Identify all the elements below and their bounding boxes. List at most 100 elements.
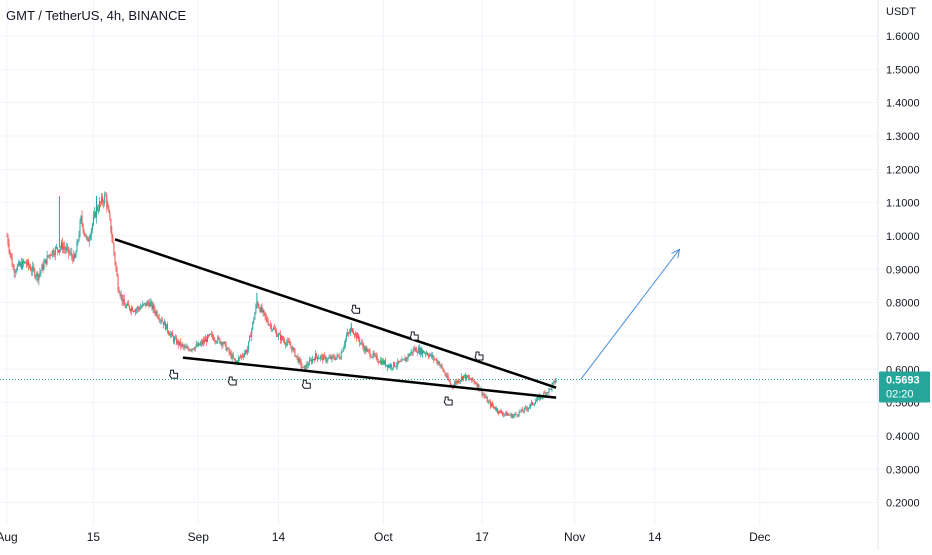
candle-body xyxy=(145,302,147,306)
candle-body xyxy=(275,330,277,337)
candle-body xyxy=(84,233,86,237)
candle-body xyxy=(397,360,399,366)
candle-body xyxy=(65,248,67,251)
candle-body xyxy=(86,236,88,239)
candle-body xyxy=(83,231,85,234)
candle-body xyxy=(132,311,134,312)
candle-body xyxy=(108,206,110,213)
candle-body xyxy=(425,352,427,354)
candle-body xyxy=(361,342,363,344)
candle-body xyxy=(265,316,267,319)
candle-body xyxy=(402,359,404,361)
candle-body xyxy=(334,358,336,360)
candle-body xyxy=(352,328,354,333)
candle-body xyxy=(47,255,49,257)
candle-body xyxy=(384,360,386,366)
candle-body xyxy=(530,402,532,404)
candle-body xyxy=(192,348,194,350)
candle-body xyxy=(27,260,29,265)
candle-body xyxy=(270,324,272,330)
price-axis[interactable]: 1.6000 1.5000 1.4000 1.3000 1.2000 1.1000 1.00… xyxy=(886,31,920,510)
candle-body xyxy=(231,355,233,359)
candle-body xyxy=(214,340,216,342)
candle-body xyxy=(317,356,319,359)
candle-body xyxy=(43,262,45,270)
candle-body xyxy=(155,311,157,314)
candle-body xyxy=(382,360,384,365)
candle-body xyxy=(357,334,359,339)
candle-body xyxy=(208,335,210,337)
candle-body xyxy=(31,270,33,272)
candle-body xyxy=(96,206,98,211)
time-tick-label: Sep xyxy=(188,530,210,544)
candle-body xyxy=(406,357,408,359)
candle-body xyxy=(303,365,305,368)
candle-body xyxy=(89,236,91,239)
candle-body xyxy=(332,355,334,357)
candle-body xyxy=(284,340,286,344)
trendline-lower[interactable] xyxy=(182,356,557,399)
candle-body xyxy=(263,310,265,313)
candle-body xyxy=(483,394,485,396)
candle-body xyxy=(110,218,112,232)
candle-body xyxy=(306,364,308,366)
candle-body xyxy=(70,252,72,254)
candle-body xyxy=(308,360,310,366)
candle-body xyxy=(90,229,92,237)
candle-body xyxy=(497,408,499,412)
candle-body xyxy=(440,364,442,366)
candle-body xyxy=(518,411,520,416)
hand-pointer-icon xyxy=(443,396,453,406)
candle-body xyxy=(44,259,46,263)
candle-body xyxy=(222,343,224,346)
candle-body xyxy=(125,305,127,308)
candle-body xyxy=(37,272,39,281)
symbol-title[interactable]: GMT / TetherUS, 4h, BINANCE xyxy=(6,8,187,23)
candle-body xyxy=(95,206,97,218)
candle-body xyxy=(403,358,405,360)
candle-body xyxy=(277,334,279,337)
candle-body xyxy=(347,332,349,334)
candle-body xyxy=(267,321,269,325)
candle-body xyxy=(137,307,139,310)
projection-arrow-line[interactable] xyxy=(580,249,680,380)
candle-body xyxy=(286,342,288,345)
candle-body xyxy=(69,253,71,254)
candle-body xyxy=(310,360,312,363)
candle-body xyxy=(120,294,122,296)
candle-body xyxy=(99,201,101,210)
candle-body xyxy=(77,240,79,242)
candle-body xyxy=(389,365,391,368)
candle-body xyxy=(471,377,473,381)
candle-body xyxy=(109,212,111,219)
candle-body xyxy=(477,384,479,387)
candle-body xyxy=(32,266,34,272)
candle-body xyxy=(353,332,355,335)
candle-body xyxy=(438,361,440,365)
candle-body xyxy=(291,346,293,351)
candle-body xyxy=(399,361,401,363)
candle-body xyxy=(130,307,132,311)
candle-body xyxy=(424,352,426,354)
candle-body xyxy=(319,358,321,360)
candle-body xyxy=(390,364,392,368)
candle-body xyxy=(188,348,190,351)
candle-body xyxy=(341,351,343,353)
candle-body xyxy=(181,344,183,347)
candle-body xyxy=(54,247,56,255)
candle-body xyxy=(489,401,491,407)
candle-body xyxy=(327,358,329,361)
candle-body xyxy=(462,376,464,380)
candle-body xyxy=(72,256,74,262)
candle-body xyxy=(227,348,229,350)
candle-body xyxy=(492,405,494,407)
candle-body xyxy=(315,353,316,361)
candle-body xyxy=(276,336,278,338)
time-axis[interactable]: Aug 15 Sep 14 Oct 17 Nov 14 Dec xyxy=(0,530,770,544)
trendline-upper[interactable] xyxy=(114,238,557,389)
candle-body xyxy=(344,339,346,345)
candle-body xyxy=(138,307,140,309)
candle-body xyxy=(253,319,255,322)
